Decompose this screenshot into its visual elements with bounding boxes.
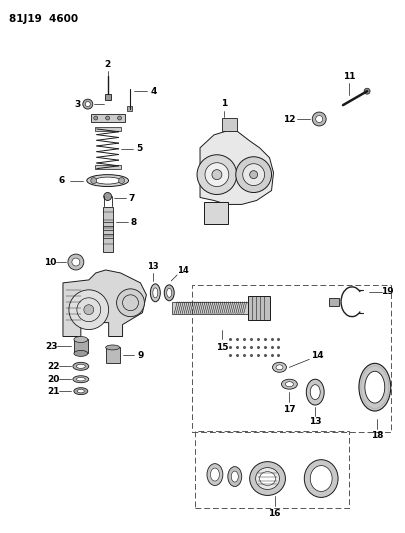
Text: 3: 3 [75,100,81,109]
Circle shape [205,163,228,187]
Ellipse shape [87,175,128,187]
Ellipse shape [281,379,296,389]
Circle shape [83,99,92,109]
Ellipse shape [73,376,89,383]
Circle shape [242,164,264,185]
Circle shape [105,116,109,120]
Circle shape [211,169,221,180]
Ellipse shape [309,466,331,491]
Ellipse shape [275,365,282,370]
Circle shape [85,102,90,107]
Bar [126,106,132,111]
Text: 4: 4 [150,87,156,96]
Bar [105,348,119,364]
Text: 7: 7 [128,194,134,203]
Circle shape [69,290,109,329]
Circle shape [83,305,94,314]
Polygon shape [63,270,146,336]
Ellipse shape [285,382,293,386]
Bar [247,296,269,320]
Text: 1: 1 [220,99,226,108]
Ellipse shape [166,288,171,297]
Circle shape [117,116,121,120]
Ellipse shape [309,385,320,400]
Ellipse shape [358,364,390,411]
Bar [203,203,227,224]
Bar [96,129,118,208]
Ellipse shape [255,467,279,489]
Circle shape [116,289,144,317]
Ellipse shape [249,462,285,495]
Bar [192,285,390,432]
Text: 13: 13 [308,417,321,426]
Ellipse shape [74,336,87,343]
Text: 11: 11 [342,72,354,81]
Text: 15: 15 [215,343,228,352]
Circle shape [72,258,80,266]
Text: 20: 20 [47,375,59,384]
Text: 18: 18 [370,431,382,440]
Circle shape [363,88,369,94]
Text: 17: 17 [282,405,295,414]
Bar [328,298,338,306]
Bar [172,302,249,314]
Ellipse shape [77,390,84,393]
Ellipse shape [150,284,160,302]
Bar [94,165,120,168]
Ellipse shape [210,468,219,481]
Text: 10: 10 [44,257,56,266]
Text: 14: 14 [310,351,323,360]
Text: 14: 14 [177,266,189,276]
Ellipse shape [76,365,85,368]
Bar [91,114,124,122]
Text: 22: 22 [47,362,59,371]
Circle shape [196,155,236,195]
Circle shape [68,254,83,270]
Ellipse shape [227,466,241,487]
Circle shape [91,177,96,183]
Ellipse shape [305,379,323,405]
Text: 2: 2 [104,60,111,69]
Text: 23: 23 [45,342,57,351]
Ellipse shape [74,350,87,357]
Polygon shape [200,131,273,205]
Circle shape [249,171,257,179]
Text: 6: 6 [59,176,65,185]
Circle shape [94,116,98,120]
Circle shape [118,177,124,183]
Circle shape [311,112,325,126]
Ellipse shape [94,177,120,184]
Text: 19: 19 [380,287,393,296]
Ellipse shape [74,387,87,394]
Text: 5: 5 [136,144,142,154]
Text: 16: 16 [268,509,280,518]
Circle shape [235,157,271,192]
Text: 8: 8 [130,218,136,227]
Ellipse shape [105,345,119,350]
Circle shape [315,116,322,123]
Text: 9: 9 [137,351,143,360]
Ellipse shape [103,192,111,200]
Ellipse shape [152,288,158,298]
Ellipse shape [259,472,275,486]
Ellipse shape [164,285,174,301]
Bar [194,431,348,508]
Text: 81J19  4600: 81J19 4600 [9,14,78,24]
Bar [102,207,112,252]
Text: 12: 12 [282,115,295,124]
Ellipse shape [364,372,384,403]
Ellipse shape [272,362,286,372]
Ellipse shape [231,471,238,482]
Text: 21: 21 [47,386,59,395]
Text: 13: 13 [147,262,159,271]
Ellipse shape [207,464,222,486]
Bar [74,340,87,353]
Ellipse shape [304,459,337,497]
Ellipse shape [76,377,85,381]
Polygon shape [221,118,236,131]
Ellipse shape [73,362,89,370]
Bar [104,94,111,100]
Bar [94,127,120,131]
